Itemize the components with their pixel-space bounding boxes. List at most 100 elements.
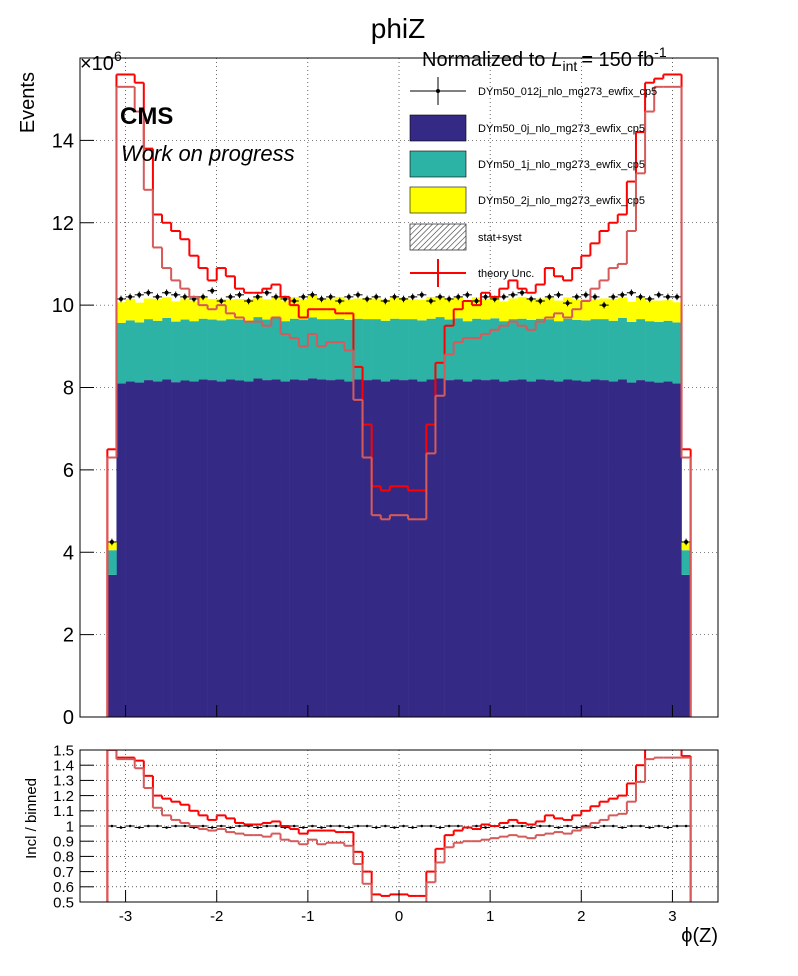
stack-bar: [234, 380, 245, 717]
data-point: [654, 824, 664, 828]
stack-bar: [189, 321, 199, 382]
norm-sub: int: [563, 58, 578, 74]
marker: [475, 824, 478, 828]
marker: [684, 539, 689, 544]
stack-bar: [171, 382, 181, 717]
data-point: [271, 293, 281, 301]
marker: [556, 292, 561, 297]
stack-bar: [517, 379, 527, 717]
data-point: [572, 826, 582, 829]
marker: [511, 824, 515, 828]
marker: [447, 824, 451, 828]
marker: [119, 296, 124, 301]
stack-bar: [581, 381, 591, 717]
data-point: [316, 826, 327, 829]
stack-bar: [426, 318, 436, 380]
legend: DYm50_012j_nlo_mg273_ewfix_cp5 DYm50_0j_n…: [409, 77, 657, 287]
marker: [529, 826, 533, 829]
marker: [665, 294, 670, 299]
marker: [393, 826, 396, 829]
marker: [402, 824, 405, 828]
stack-bar: [608, 320, 619, 382]
marker: [656, 292, 661, 297]
data-point: [298, 293, 308, 301]
marker: [621, 826, 624, 829]
y-tick-label: 1.4: [53, 757, 74, 774]
data-point: [581, 291, 591, 299]
stack-bar: [180, 380, 190, 717]
data-point: [435, 826, 445, 829]
stack-bar: [608, 298, 619, 321]
stack-bar: [508, 319, 518, 381]
stack-bar: [380, 299, 391, 321]
data-point: [307, 291, 317, 299]
data-point: [471, 824, 482, 828]
data-point: [298, 826, 308, 829]
stack-bar: [408, 319, 418, 380]
stack-bar: [544, 298, 555, 320]
stack-bar: [389, 298, 400, 319]
y-tick-label: 8: [63, 378, 74, 400]
stack-bar: [563, 318, 573, 380]
stack-bar: [353, 318, 363, 380]
stack-bar: [207, 319, 218, 381]
stack-bar: [499, 381, 509, 717]
stack-bar: [189, 300, 199, 322]
stack-bar: [152, 320, 163, 382]
marker: [602, 303, 607, 308]
stack-bar: [544, 380, 555, 717]
stack-bar: [171, 301, 181, 322]
frame: [79, 749, 719, 903]
stack-bar: [462, 300, 473, 322]
marker: [647, 296, 652, 301]
stack-bar: [234, 298, 245, 320]
stack-bar: [362, 380, 372, 717]
y-tick-label: 1.5: [53, 742, 74, 759]
data-point: [599, 301, 609, 309]
stack-bar: [253, 378, 263, 717]
stack-bar: [526, 299, 537, 320]
stack-bar: [654, 300, 664, 323]
stack-bar: [426, 296, 436, 319]
stack-bar: [389, 318, 400, 380]
stack-bar: [517, 296, 527, 319]
marker: [639, 824, 642, 828]
marker: [155, 294, 160, 299]
stack-bar: [626, 322, 637, 383]
marker: [684, 824, 688, 828]
stack-bar: [225, 379, 236, 717]
stack-bar: [481, 380, 491, 717]
marker: [229, 826, 232, 829]
stack-bar: [626, 382, 637, 717]
stack-bar: [162, 379, 172, 717]
marker: [611, 294, 616, 299]
marker: [548, 824, 551, 828]
data-point: [553, 826, 564, 829]
stack-bar: [681, 541, 691, 551]
stack-bar: [335, 296, 345, 319]
chart-title: phiZ: [371, 13, 425, 44]
norm-sup: -1: [654, 44, 667, 60]
data-point: [253, 293, 263, 301]
stack-bar: [581, 298, 591, 321]
data-point: [134, 291, 144, 299]
stack-bar: [207, 380, 218, 717]
marker: [592, 294, 597, 299]
marker: [201, 294, 206, 299]
main-plot: [80, 58, 718, 717]
stack-bar: [234, 319, 245, 381]
data-point: [417, 291, 427, 299]
stack-bar: [590, 379, 600, 717]
data-point: [234, 824, 245, 828]
stack-bar: [316, 379, 327, 717]
stack-bar: [253, 296, 263, 318]
stack-bar: [654, 322, 664, 383]
data-point: [107, 538, 117, 546]
marker: [164, 290, 169, 295]
marker: [465, 292, 470, 297]
stack-bar: [453, 318, 464, 380]
y-tick-label: 1.3: [53, 773, 74, 790]
data-point: [216, 824, 226, 828]
marker: [146, 290, 151, 295]
data-point: [162, 826, 172, 829]
